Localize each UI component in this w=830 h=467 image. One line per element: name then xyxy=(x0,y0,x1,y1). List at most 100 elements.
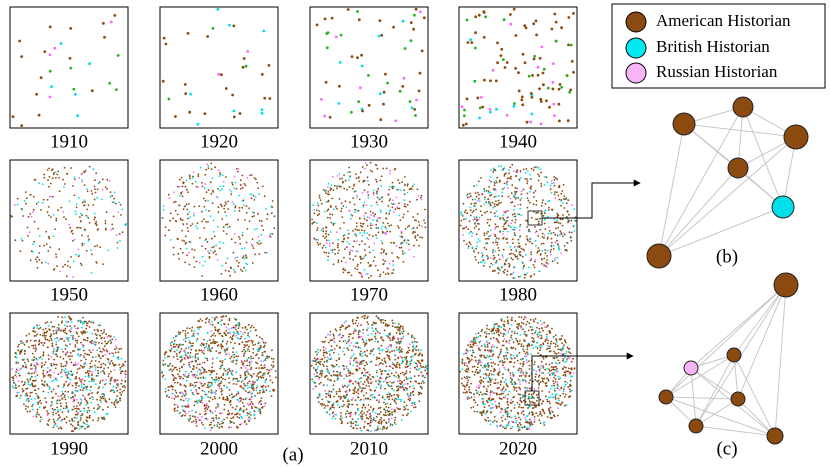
node-dot xyxy=(77,327,79,330)
node-dot xyxy=(363,315,366,317)
node-dot xyxy=(246,263,249,266)
node-dot xyxy=(39,76,43,80)
node-dot xyxy=(497,165,500,168)
node-dot xyxy=(162,36,166,40)
node-dot xyxy=(221,335,224,338)
node-dot xyxy=(73,238,76,241)
node-dot xyxy=(380,370,382,373)
node-dot xyxy=(225,224,227,226)
node-dot xyxy=(79,410,82,413)
node-dot xyxy=(105,379,107,382)
node-dot xyxy=(60,206,63,209)
node-dot xyxy=(204,260,206,263)
node-dot xyxy=(213,424,216,427)
node-dot xyxy=(119,203,122,206)
node-dot xyxy=(251,407,253,410)
node-dot xyxy=(212,419,215,422)
node-dot xyxy=(80,399,83,401)
node-dot xyxy=(232,351,234,354)
node-dot xyxy=(412,27,415,31)
node-dot xyxy=(260,403,262,406)
node-dot xyxy=(84,169,87,172)
node-dot xyxy=(54,423,57,425)
node-dot xyxy=(554,177,557,179)
node-dot xyxy=(471,198,474,201)
node-dot xyxy=(31,344,33,347)
node-dot xyxy=(85,388,88,391)
node-dot xyxy=(232,354,235,356)
node-dot xyxy=(68,56,72,60)
node-dot xyxy=(338,388,341,390)
node-dot xyxy=(168,197,171,200)
node-dot xyxy=(357,333,360,336)
node-dot xyxy=(31,383,34,386)
node-dot xyxy=(359,427,362,430)
node-dot xyxy=(34,375,37,378)
node-dot xyxy=(372,219,374,221)
node-dot xyxy=(23,200,26,202)
node-dot xyxy=(530,167,533,170)
node-dot xyxy=(75,384,77,386)
node-dot xyxy=(247,334,249,337)
node-dot xyxy=(110,379,112,382)
node-dot xyxy=(395,398,398,400)
node-dot xyxy=(223,350,226,353)
node-dot xyxy=(356,265,359,268)
node-dot xyxy=(215,244,218,247)
node-dot xyxy=(17,345,19,348)
node-dot xyxy=(419,236,422,239)
node-dot xyxy=(460,211,462,214)
node-dot xyxy=(497,195,500,198)
node-dot xyxy=(328,401,331,403)
node-dot xyxy=(231,378,234,381)
node-dot xyxy=(472,209,475,212)
node-dot xyxy=(404,387,407,389)
node-dot xyxy=(14,356,17,358)
node-dot xyxy=(392,260,394,262)
node-dot xyxy=(72,392,75,394)
node-dot xyxy=(550,242,553,244)
node-dot xyxy=(61,316,64,319)
node-dot xyxy=(332,415,335,418)
node-dot xyxy=(350,217,352,220)
node-dot xyxy=(179,377,182,380)
node-dot xyxy=(120,382,123,385)
node-dot xyxy=(34,345,37,347)
node-dot xyxy=(323,407,326,409)
node-dot xyxy=(230,327,233,330)
node-dot xyxy=(405,355,408,358)
node-dot xyxy=(232,334,235,337)
panel-frame xyxy=(309,159,429,282)
node-dot xyxy=(251,402,254,405)
node-dot xyxy=(204,239,207,242)
node-dot xyxy=(99,366,102,369)
node-dot xyxy=(231,337,234,340)
node-dot xyxy=(237,322,240,325)
node-dot xyxy=(251,238,254,241)
node-dot xyxy=(173,350,176,353)
node-dot xyxy=(83,365,86,368)
node-dot xyxy=(420,349,422,352)
node-dot xyxy=(38,327,40,330)
node-dot xyxy=(111,194,113,197)
node-dot xyxy=(403,193,406,196)
node-dot xyxy=(332,374,335,376)
node-dot xyxy=(354,228,357,231)
node-dot xyxy=(341,334,344,337)
node-dot xyxy=(352,364,355,367)
node-dot xyxy=(254,381,256,384)
node-dot xyxy=(370,360,373,363)
node-dot xyxy=(24,350,26,353)
node-dot xyxy=(209,373,212,376)
node-dot xyxy=(391,319,394,322)
node-dot xyxy=(106,336,109,338)
node-dot xyxy=(53,379,55,382)
node-dot xyxy=(318,210,321,212)
node-dot xyxy=(365,392,368,394)
node-dot xyxy=(186,327,189,330)
node-dot xyxy=(252,348,255,350)
node-dot xyxy=(36,324,38,327)
node-dot xyxy=(113,380,116,383)
node-dot xyxy=(530,257,533,259)
node-dot xyxy=(338,249,340,252)
